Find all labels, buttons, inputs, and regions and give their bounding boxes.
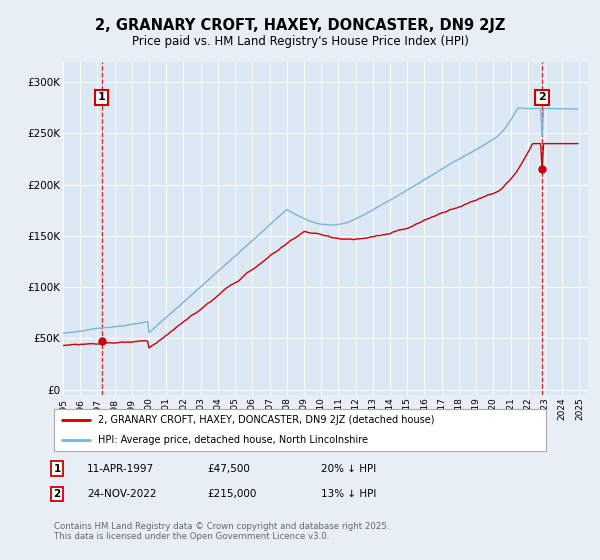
Text: Price paid vs. HM Land Registry's House Price Index (HPI): Price paid vs. HM Land Registry's House … <box>131 35 469 48</box>
Text: £215,000: £215,000 <box>207 489 256 499</box>
Text: 20% ↓ HPI: 20% ↓ HPI <box>321 464 376 474</box>
Text: HPI: Average price, detached house, North Lincolnshire: HPI: Average price, detached house, Nort… <box>98 435 368 445</box>
Text: 2, GRANARY CROFT, HAXEY, DONCASTER, DN9 2JZ: 2, GRANARY CROFT, HAXEY, DONCASTER, DN9 … <box>95 18 505 34</box>
Text: 24-NOV-2022: 24-NOV-2022 <box>87 489 157 499</box>
Text: 2, GRANARY CROFT, HAXEY, DONCASTER, DN9 2JZ (detached house): 2, GRANARY CROFT, HAXEY, DONCASTER, DN9 … <box>98 415 435 424</box>
Text: £47,500: £47,500 <box>207 464 250 474</box>
Text: 1: 1 <box>53 464 61 474</box>
Text: 1: 1 <box>98 92 106 102</box>
Text: 2: 2 <box>53 489 61 499</box>
Text: 2: 2 <box>538 92 546 102</box>
Text: 11-APR-1997: 11-APR-1997 <box>87 464 154 474</box>
Text: 13% ↓ HPI: 13% ↓ HPI <box>321 489 376 499</box>
Text: Contains HM Land Registry data © Crown copyright and database right 2025.
This d: Contains HM Land Registry data © Crown c… <box>54 522 389 542</box>
